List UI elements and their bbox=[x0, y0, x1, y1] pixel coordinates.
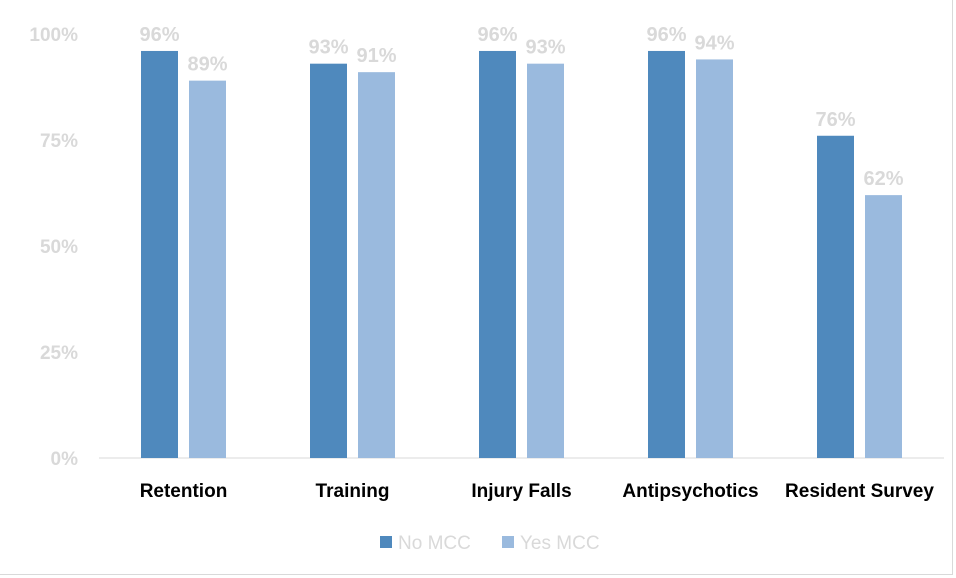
data-label: 96% bbox=[477, 24, 517, 46]
data-label: 94% bbox=[694, 32, 734, 54]
category-label: Training bbox=[316, 481, 390, 502]
data-label: 96% bbox=[646, 24, 686, 46]
legend-label: No MCC bbox=[398, 533, 471, 554]
category-label: Injury Falls bbox=[471, 481, 571, 502]
data-label: 93% bbox=[525, 37, 565, 59]
data-label: 93% bbox=[308, 37, 348, 59]
y-tick-label: 0% bbox=[51, 449, 79, 470]
category-label: Resident Survey bbox=[785, 481, 934, 502]
bar-no-mcc bbox=[817, 135, 854, 458]
legend-swatch bbox=[380, 536, 392, 548]
legend-swatch bbox=[502, 536, 514, 548]
data-label: 91% bbox=[356, 45, 396, 67]
bar-no-mcc bbox=[648, 50, 685, 459]
data-label: 96% bbox=[139, 24, 179, 46]
y-tick-label: 50% bbox=[40, 237, 78, 258]
y-tick-label: 25% bbox=[40, 343, 78, 364]
bar-no-mcc bbox=[310, 63, 347, 459]
bar-yes-mcc bbox=[696, 59, 733, 458]
y-tick-label: 75% bbox=[40, 131, 78, 152]
legend-label: Yes MCC bbox=[520, 533, 600, 554]
data-label: 89% bbox=[187, 54, 227, 76]
y-tick-label: 100% bbox=[29, 25, 78, 46]
bar-yes-mcc bbox=[527, 63, 564, 459]
data-label: 76% bbox=[815, 109, 855, 131]
category-label: Retention bbox=[140, 481, 228, 502]
category-label: Antipsychotics bbox=[622, 481, 758, 502]
bar-yes-mcc bbox=[865, 195, 902, 458]
bar-yes-mcc bbox=[189, 80, 226, 458]
bar-yes-mcc bbox=[358, 72, 395, 458]
bar-no-mcc bbox=[479, 50, 516, 459]
bar-no-mcc bbox=[141, 50, 178, 459]
data-label: 62% bbox=[863, 168, 903, 190]
